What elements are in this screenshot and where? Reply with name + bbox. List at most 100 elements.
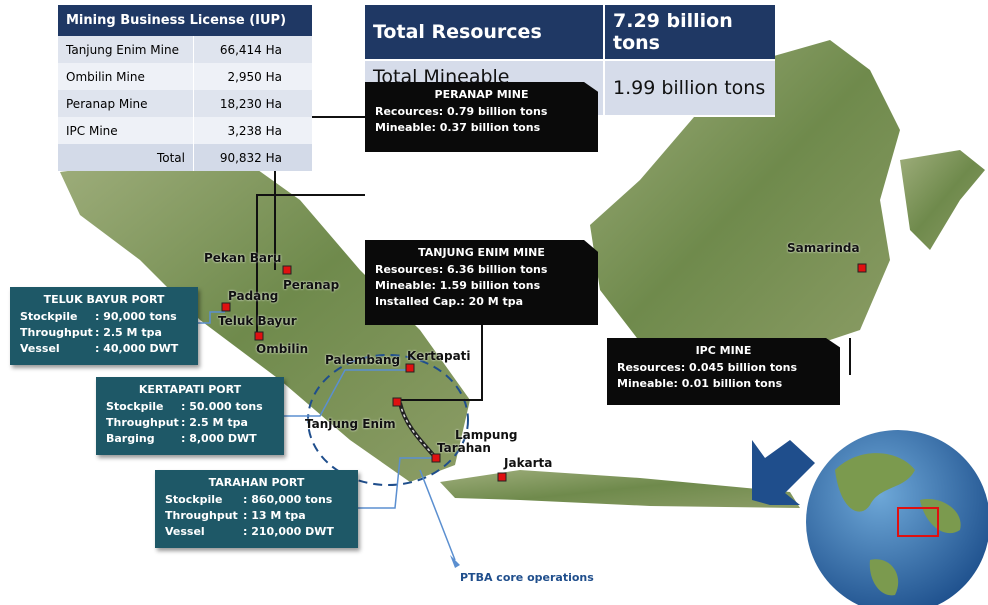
row-value: : 40,000 DWT [95,341,178,357]
row-label: Throughput [106,415,181,431]
cell: 3,238 Ha [194,117,313,144]
cell: 1.99 billion tons [604,60,775,116]
row-label: Mineable [375,278,432,294]
row-label: Vessel [20,341,95,357]
row-value: : 210,000 DWT [243,524,334,540]
mine-box: TANJUNG ENIM MINE Resources: 6.36 billion… [365,240,598,325]
row-value: : 0.79 billion tons [439,104,548,120]
box-row: Recources: 0.79 billion tons [375,104,588,120]
row-value: : 2.5 M tpa [181,415,248,431]
row-value: : 90,000 tons [95,309,177,325]
box-row: Resources: 0.045 billion tons [617,360,830,376]
box-row: Stockpile: 860,000 tons [165,492,348,508]
place-label: Tarahan [437,441,491,455]
table-row: Total Resources7.29 billion tons [365,5,775,60]
box-title: TELUK BAYUR PORT [20,293,188,306]
row-value: : 2.5 M tpa [95,325,162,341]
box-row: Stockpile: 50.000 tons [106,399,274,415]
row-value: : 0.045 billion tons [681,360,797,376]
box-row: Mineable: 0.37 billion tons [375,120,588,136]
site-marker [222,303,230,311]
box-row: Installed Cap.: 20 M tpa [375,294,588,310]
row-label: Barging [106,431,181,447]
box-title: PERANAP MINE [375,88,588,101]
row-label: Mineable [617,376,674,392]
box-row: Vessel: 210,000 DWT [165,524,348,540]
sulawesi [900,150,985,250]
caption-arrowhead [450,555,460,568]
cell: 18,230 Ha [194,90,313,117]
cell: 7.29 billion tons [604,5,775,60]
place-label: Jakarta [504,456,552,470]
row-value: : 6.36 billion tons [439,262,548,278]
row-value: : 1.59 billion tons [432,278,541,294]
site-marker [432,454,440,462]
row-value: : 860,000 tons [243,492,332,508]
site-marker [406,364,414,372]
page: Mining Business License (IUP)Tanjung Eni… [0,0,988,605]
row-value: : 50.000 tons [181,399,263,415]
place-label: Peranap [283,278,339,292]
cell: 66,414 Ha [194,36,313,63]
license-table: Mining Business License (IUP)Tanjung Eni… [58,5,312,171]
place-label: Palembang [325,353,400,367]
cell: Peranap Mine [58,90,194,117]
row-value: : 0.37 billion tons [432,120,541,136]
row-value: : 8,000 DWT [181,431,257,447]
row-value: : 20 M tpa [460,294,523,310]
box-title: TANJUNG ENIM MINE [375,246,588,259]
box-row: Mineable: 0.01 billion tons [617,376,830,392]
caption: PTBA core operations [460,571,594,584]
box-row: Mineable: 1.59 billion tons [375,278,588,294]
box-title: KERTAPATI PORT [106,383,274,396]
box-row: Barging: 8,000 DWT [106,431,274,447]
site-marker [858,264,866,272]
box-row: Throughput: 2.5 M tpa [20,325,188,341]
box-row: Vessel: 40,000 DWT [20,341,188,357]
place-label: Lampung [455,428,518,442]
row-label: Stockpile [106,399,181,415]
box-title: TARAHAN PORT [165,476,348,489]
place-label: Tanjung Enim [305,417,396,431]
java [440,470,800,508]
row-label: Stockpile [165,492,243,508]
cell: Total [58,144,194,171]
row-label: Resources [375,262,439,278]
pointer-arrow [752,440,815,505]
row-value: : 0.01 billion tons [674,376,783,392]
box-title: IPC MINE [617,344,830,357]
row-label: Throughput [165,508,243,524]
place-label: Samarinda [787,241,860,255]
row-label: Recources [375,104,439,120]
cell: 90,832 Ha [194,144,313,171]
cell: IPC Mine [58,117,194,144]
site-marker [255,332,263,340]
table-row: Ombilin Mine2,950 Ha [58,63,312,90]
header-row: Mining Business License (IUP) [58,5,312,36]
row-label: Mineable [375,120,432,136]
cell: Tanjung Enim Mine [58,36,194,63]
cell: 2,950 Ha [194,63,313,90]
place-label: Teluk Bayur [218,314,297,328]
site-marker [283,266,291,274]
place-label: Pekan Baru [204,251,281,265]
box-row: Throughput: 13 M tpa [165,508,348,524]
place-label: Ombilin [256,342,308,356]
table-title: Mining Business License (IUP) [58,5,312,36]
box-row: Throughput: 2.5 M tpa [106,415,274,431]
mine-box: PERANAP MINE Recources: 0.79 billion tons… [365,82,598,152]
row-label: Throughput [20,325,95,341]
place-label: Padang [228,289,278,303]
table-row: Tanjung Enim Mine66,414 Ha [58,36,312,63]
site-marker [393,398,401,406]
row-label: Stockpile [20,309,95,325]
row-label: Vessel [165,524,243,540]
row-value: : 13 M tpa [243,508,306,524]
box-row: Resources: 6.36 billion tons [375,262,588,278]
place-label: Kertapati [407,349,471,363]
